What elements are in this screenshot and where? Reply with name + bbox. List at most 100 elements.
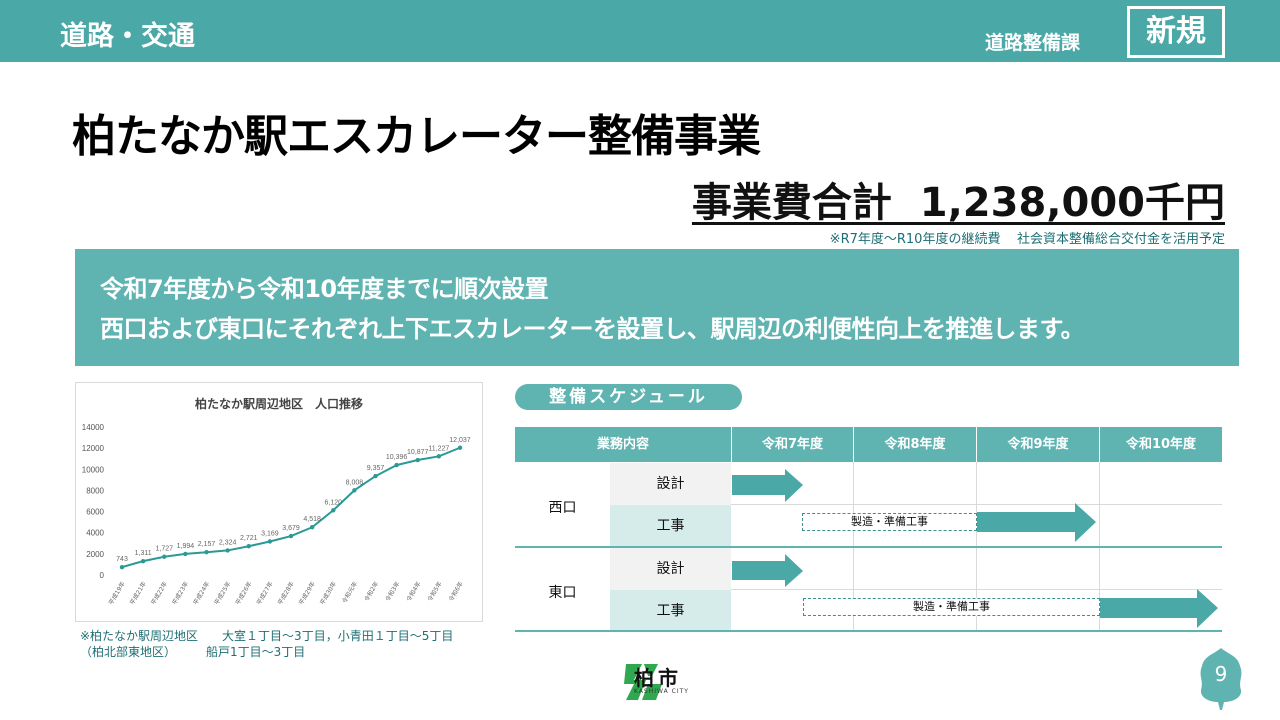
- data-label: 2,157: [198, 541, 216, 548]
- data-point: [352, 488, 357, 493]
- y-tick-label: 6000: [86, 508, 104, 517]
- east-works-arrow: [1100, 589, 1218, 628]
- leaf-icon: [1200, 648, 1242, 710]
- chart-title: 柏たなか駅周辺地区 人口推移: [194, 397, 363, 411]
- x-tick-label: 平成22年: [149, 580, 169, 606]
- data-label: 1,311: [135, 550, 152, 557]
- data-label: 11,227: [428, 445, 449, 452]
- header-bar: [0, 0, 1280, 62]
- data-point: [457, 445, 463, 450]
- data-point: [309, 525, 315, 530]
- total-cost: 事業費合計 1,238,000千円: [691, 180, 1225, 226]
- data-label: 9,357: [367, 465, 385, 472]
- data-label: 10,396: [386, 454, 408, 461]
- cost-notes: ※R7年度～R10年度の継続費 社会資本整備総合交付金を活用予定: [830, 228, 1225, 247]
- x-tick-label: 令和6年: [447, 580, 465, 603]
- x-tick-label: 平成26年: [234, 580, 254, 606]
- x-tick-label: 平成27年: [255, 580, 275, 606]
- chart-note-line-1: ※柏たなか駅周辺地区 大室１丁目～3丁目，小青田１丁目～5丁目: [80, 629, 454, 643]
- data-label: 12,037: [449, 437, 471, 444]
- x-tick-label: 令和3年: [384, 580, 402, 603]
- section-divider: [515, 546, 1222, 548]
- data-point: [331, 508, 336, 513]
- data-point: [183, 551, 188, 557]
- page-number: 9: [1214, 662, 1228, 686]
- x-tick-label: 平成24年: [191, 580, 211, 606]
- west-works-arrow: [977, 503, 1096, 542]
- chart-note: ※柏たなか駅周辺地区 大室１丁目～3丁目，小青田１丁目～5丁目 （柏北部東地区）…: [80, 628, 453, 660]
- schedule-arrows: [732, 469, 1218, 628]
- chart-note-line-2: （柏北部東地区） 船戸1丁目～3丁目: [80, 645, 306, 659]
- schedule-pill: 整備スケジュール: [515, 384, 742, 410]
- x-tick-label: 平成28年: [276, 580, 296, 606]
- data-point: [225, 548, 230, 553]
- page-title: 柏たなか駅エスカレーター整備事業: [72, 111, 761, 162]
- cost-note-period: ※R7年度～R10年度の継続費: [829, 232, 1001, 247]
- schedule-header-task: 業務内容: [515, 427, 731, 462]
- east-prep-box: 製造・準備工事: [803, 598, 1100, 616]
- data-label: 743: [116, 556, 128, 563]
- chart-svg: 0 2000 4000 6000 8000 10000 12000 14000 743 1,311…: [82, 423, 471, 606]
- grid-line: [731, 589, 1222, 590]
- x-tick-label: 平成21年: [128, 580, 148, 606]
- y-tick-label: 8000: [86, 486, 104, 495]
- east-design-cell: 設計: [610, 548, 731, 590]
- schedule-header-year-3: 令和9年度: [977, 427, 1099, 462]
- y-tick-label: 10000: [82, 465, 105, 474]
- west-exit-label: 西口: [548, 500, 577, 516]
- logo-name: 柏市: [634, 666, 682, 690]
- data-label: 3,679: [282, 525, 300, 532]
- east-exit-label: 東口: [548, 585, 577, 601]
- data-label: 10,877: [407, 449, 429, 456]
- data-point: [373, 473, 378, 479]
- data-point: [415, 457, 420, 463]
- department-label: 道路整備課: [985, 32, 1081, 54]
- schedule-header-year-4: 令和10年度: [1100, 427, 1222, 462]
- y-tick-label: 0: [100, 571, 105, 580]
- page-number-badge: 9: [1198, 646, 1244, 710]
- data-point: [162, 554, 167, 559]
- east-design-arrow: [732, 554, 803, 587]
- kashiwa-city-logo-icon: [624, 664, 662, 700]
- data-label: 6,120: [324, 499, 342, 506]
- west-design-cell: 設計: [610, 463, 731, 505]
- data-label: 4,518: [303, 516, 321, 523]
- section-divider: [515, 630, 1222, 632]
- x-tick-label: 令和5年: [426, 580, 444, 603]
- data-point: [204, 549, 209, 555]
- y-tick-label: 14000: [82, 423, 105, 432]
- data-point: [288, 533, 294, 539]
- data-point: [394, 462, 399, 468]
- data-point: [140, 558, 146, 564]
- x-tick-label: 平成29年: [297, 580, 317, 606]
- x-tick-label: 令和4年: [405, 580, 423, 603]
- x-tick-label: 令和2年: [362, 580, 380, 603]
- new-badge: 新規: [1127, 6, 1225, 58]
- data-point: [436, 454, 442, 459]
- category-label: 道路・交通: [60, 21, 195, 52]
- schedule-table: 業務内容 令和7年度 令和8年度 令和9年度 令和10年度 設計 工事 設計 工…: [515, 427, 1222, 632]
- west-works-cell: 工事: [610, 505, 731, 547]
- x-tick-label: 平成19年: [107, 580, 127, 606]
- x-tick-label: 平成23年: [170, 580, 190, 606]
- x-tick-label: 平成25年: [213, 580, 233, 606]
- grid-line: [731, 504, 1222, 505]
- data-label: 1,727: [155, 546, 173, 553]
- summary-line-1: 令和7年度から令和10年度までに順次設置: [100, 275, 549, 303]
- data-label: 1,994: [177, 543, 195, 550]
- y-tick-label: 2000: [86, 550, 104, 559]
- population-chart: 柏たなか駅周辺地区 人口推移 0 2000 4000 6000 8000 10000 120…: [75, 382, 483, 622]
- data-label: 8,008: [346, 479, 364, 486]
- logo-subtitle: KASHIWA CITY: [634, 688, 689, 695]
- west-prep-box: 製造・準備工事: [802, 513, 977, 531]
- schedule-header-year-2: 令和8年度: [854, 427, 976, 462]
- data-point: [246, 544, 251, 549]
- data-label: 2,721: [240, 535, 258, 542]
- east-works-cell: 工事: [610, 590, 731, 632]
- summary-box: 令和7年度から令和10年度までに順次設置 西口および東口にそれぞれ上下エスカレー…: [75, 249, 1239, 366]
- data-point: [119, 564, 125, 570]
- y-tick-label: 4000: [86, 529, 104, 538]
- x-tick-label: 平成30年: [318, 580, 338, 606]
- west-design-arrow: [732, 469, 803, 502]
- y-tick-label: 12000: [82, 444, 105, 453]
